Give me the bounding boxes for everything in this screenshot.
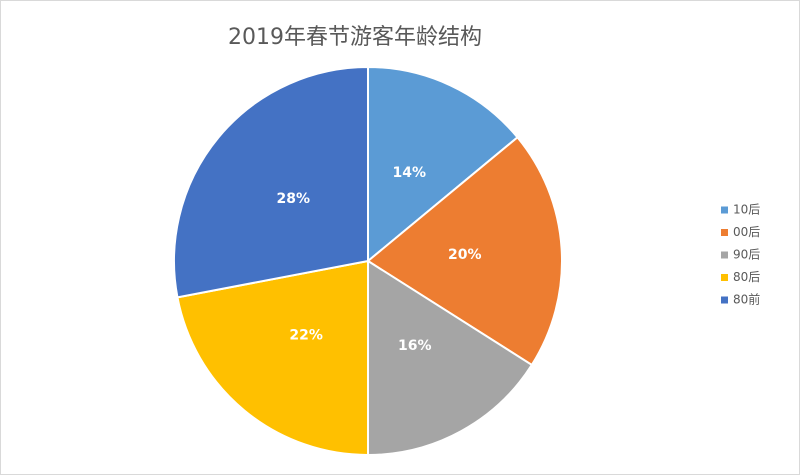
pie-slice bbox=[366, 135, 563, 367]
legend-swatch bbox=[721, 296, 728, 304]
value-label: 22% bbox=[289, 328, 323, 344]
pie-slice bbox=[173, 65, 369, 299]
value-label: 14% bbox=[393, 165, 427, 181]
legend-swatch bbox=[721, 251, 728, 259]
legend-swatch bbox=[721, 274, 728, 281]
chart-title: 2019年春节游客年龄结构 bbox=[228, 25, 482, 50]
legend-swatch bbox=[721, 229, 728, 236]
legend-label: 10后 bbox=[733, 203, 760, 217]
value-label: 16% bbox=[398, 338, 432, 354]
pie-slice bbox=[367, 65, 519, 264]
pie-slice bbox=[176, 259, 369, 457]
legend-swatch bbox=[721, 206, 728, 214]
legend-label: 90后 bbox=[733, 248, 760, 262]
pie-slice bbox=[367, 259, 534, 457]
legend-label: 80前 bbox=[733, 292, 760, 307]
legend-label: 00后 bbox=[733, 225, 760, 239]
value-label: 20% bbox=[448, 247, 482, 263]
value-label: 28% bbox=[277, 191, 311, 207]
legend-label: 80后 bbox=[733, 270, 760, 284]
